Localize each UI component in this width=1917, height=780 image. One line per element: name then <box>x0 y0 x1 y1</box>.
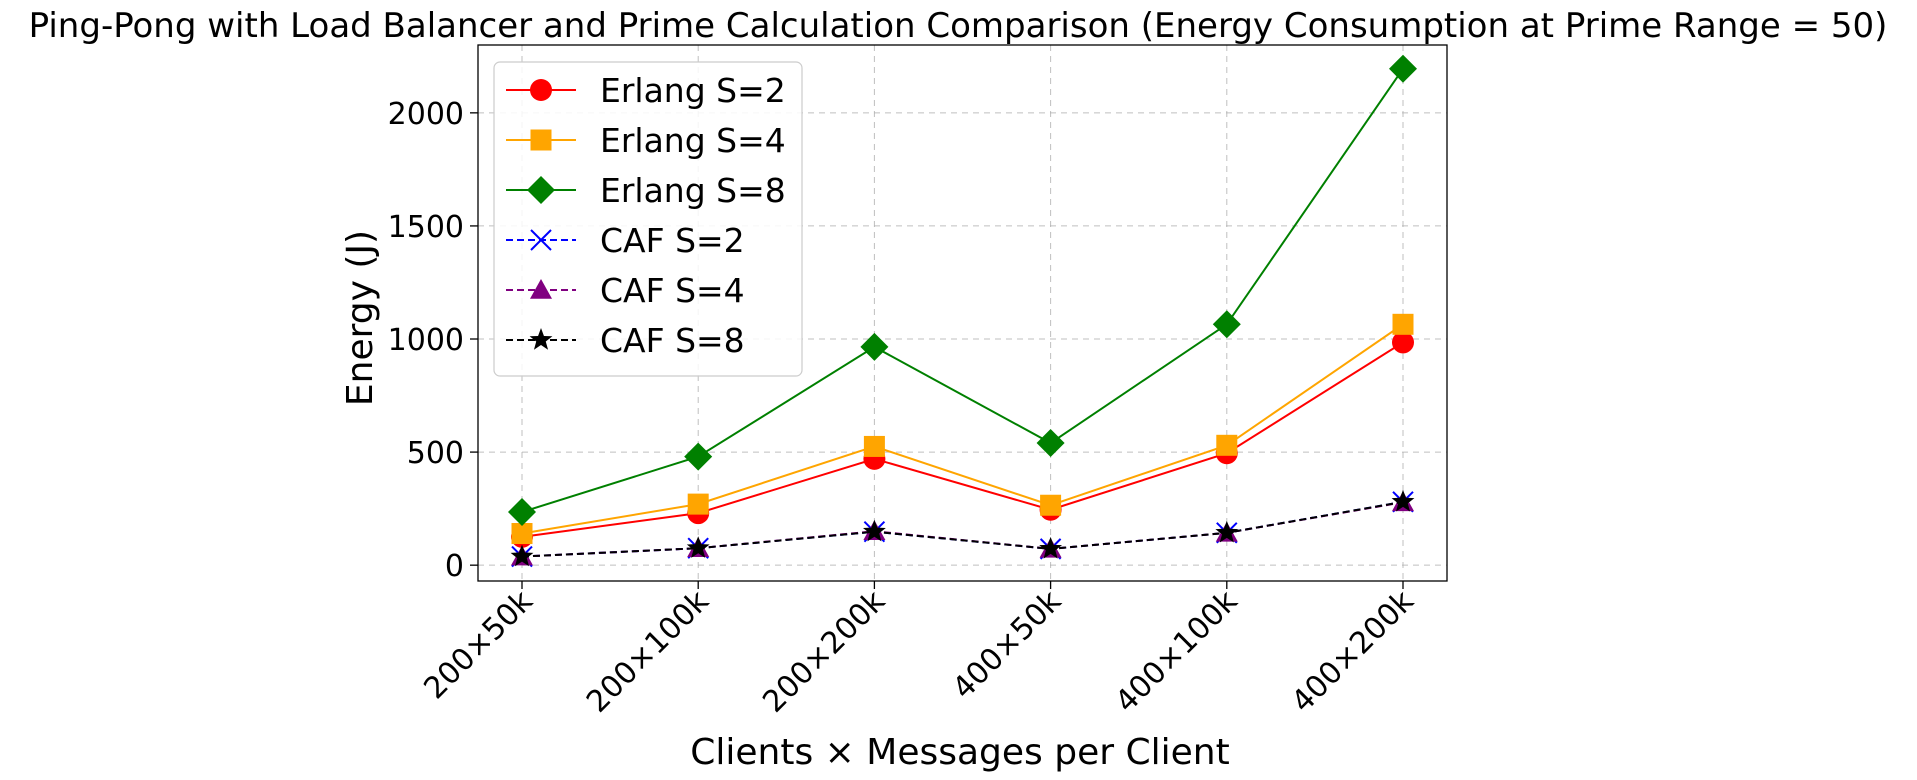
series-caf-s-4 <box>511 491 1414 566</box>
data-point <box>1215 520 1239 543</box>
x-tick-label: 200×200k <box>756 583 892 719</box>
x-tick-label: 400×100k <box>1109 583 1245 719</box>
x-axis-label: Clients × Messages per Client <box>690 732 1229 773</box>
legend-label: Erlang S=4 <box>600 121 786 160</box>
y-tick-label: 500 <box>407 436 464 471</box>
data-point <box>1216 434 1238 456</box>
data-point <box>1212 310 1241 339</box>
legend-marker <box>530 279 552 299</box>
legend-label: CAF S=8 <box>600 321 745 360</box>
legend-marker <box>530 79 552 101</box>
series-line <box>521 500 1404 558</box>
y-tick-label: 2000 <box>388 97 464 132</box>
x-tick-label: 400×50k <box>946 583 1069 706</box>
data-point <box>511 523 533 545</box>
x-tick-label: 200×100k <box>580 583 716 719</box>
x-tick-label: 400×200k <box>1285 583 1421 719</box>
legend: Erlang S=2 Erlang S=4 Erlang S=8 CAF S=2 CAF… <box>493 61 803 377</box>
data-point <box>1040 494 1062 516</box>
data-point <box>862 519 886 542</box>
series-erlang-s-4 <box>511 313 1414 545</box>
legend-item: CAF S=8 <box>506 321 745 360</box>
data-point <box>510 544 534 567</box>
series-caf-s-8 <box>510 489 1415 567</box>
y-tick-label: 0 <box>445 549 464 584</box>
series-line <box>521 68 1404 513</box>
data-point <box>863 435 885 457</box>
legend-marker <box>529 328 553 350</box>
legend-item: CAF S=4 <box>506 271 745 310</box>
legend-item: Erlang S=4 <box>506 121 786 160</box>
data-point <box>1392 331 1414 354</box>
legend-label: Erlang S=8 <box>600 171 786 210</box>
plot-frame <box>477 44 1448 582</box>
legend-label: CAF S=2 <box>600 221 745 260</box>
legend-label: CAF S=4 <box>600 271 745 310</box>
legend-item: Erlang S=2 <box>506 71 786 110</box>
y-tick-label: 1000 <box>388 323 464 358</box>
legend-item: CAF S=2 <box>506 221 745 260</box>
chart-title: Ping-Pong with Load Balancer and Prime C… <box>29 6 1888 46</box>
legend-marker <box>530 129 552 151</box>
data-point <box>1392 313 1414 335</box>
data-point <box>1036 429 1065 458</box>
data-point <box>686 536 710 558</box>
legend-marker <box>527 176 555 204</box>
y-tick-label: 1500 <box>388 210 464 245</box>
data-point <box>860 332 889 361</box>
series-layer <box>508 54 1417 568</box>
series-erlang-s-8 <box>508 54 1417 527</box>
data-point <box>1391 489 1415 512</box>
series-line <box>521 500 1404 558</box>
legend-item: Erlang S=8 <box>506 171 786 210</box>
data-point <box>1039 536 1063 559</box>
series-line <box>521 323 1404 535</box>
y-axis-label: Energy (J) <box>340 230 381 406</box>
data-point <box>687 493 709 515</box>
legend-label: Erlang S=2 <box>600 71 786 110</box>
data-point <box>1389 54 1417 83</box>
series-line <box>521 341 1404 538</box>
series-line <box>521 501 1404 558</box>
legend-marker <box>530 229 552 251</box>
series-caf-s-2 <box>511 491 1414 568</box>
x-tick-label: 200×50k <box>417 583 540 706</box>
data-point <box>684 442 713 471</box>
data-point <box>508 498 536 527</box>
